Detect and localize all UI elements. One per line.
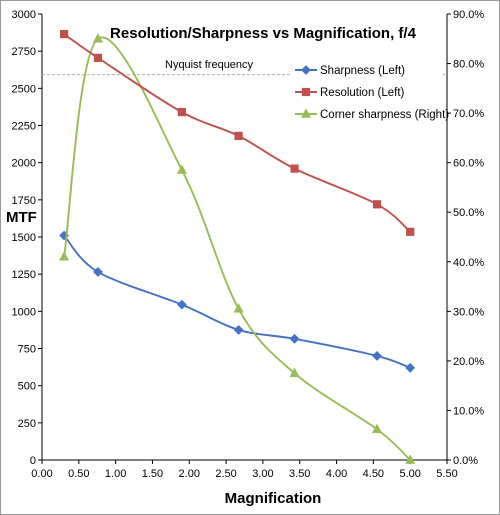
right-y-axis-ticks: 0.0% 10.0% 20.0% 30.0% 40.0% 50.0% 60.0% 70.0% 8… [447,9,484,467]
y-tick-label: 1000 [12,306,36,318]
data-point [177,108,187,117]
y2-tick-label: 90.0% [453,9,484,21]
data-point [234,131,243,141]
y-tick-label: 750 [18,344,36,356]
series-1 [59,230,416,373]
data-point [372,200,382,209]
y2-tick-label: 40.0% [453,257,484,269]
y-tick-label: 250 [18,418,36,430]
x-tick-label: 2.00 [179,468,200,480]
y-tick-label: 2000 [12,158,36,170]
x-axis-ticks: 0.00 0.50 1.00 1.50 2.00 2.50 3.00 3.50 4.00 4.50… [31,460,458,480]
data-point [92,33,104,43]
x-tick-label: 5.00 [399,468,420,480]
legend-item: Corner sharpness (Right) [295,108,449,121]
legend-label: Resolution (Left) [320,87,405,99]
y2-tick-label: 30.0% [453,306,484,318]
y-tick-label: 2750 [12,46,36,58]
x-tick-label: 5.50 [436,468,457,480]
data-point [93,267,103,277]
y2-tick-label: 20.0% [453,356,484,368]
data-point [59,29,69,39]
y-tick-label: 0 [30,455,36,467]
legend-item: Sharpness (Left) [295,65,405,77]
legend-marker [301,65,311,75]
data-point [290,164,299,173]
x-tick-label: 1.00 [105,468,126,480]
y-tick-label: 1250 [12,269,36,281]
x-tick-label: 4.50 [363,468,384,480]
y-tick-label: 2500 [12,83,36,95]
y-tick-label: 1500 [12,232,36,244]
legend-marker [301,87,311,97]
data-point [93,53,103,62]
data-point [233,325,244,335]
legend-label: Sharpness (Left) [320,65,405,77]
data-point [59,251,70,261]
data-point [405,454,416,464]
series-2 [59,29,415,236]
series-3 [59,33,416,464]
x-axis-title: Magnification [225,490,322,507]
x-tick-label: 3.50 [289,468,310,480]
legend: Sharpness (Left) Resolution (Left) Corner … [290,58,449,132]
x-tick-label: 2.50 [215,468,236,480]
y-tick-label: 500 [18,381,36,393]
y-axis-title: MTF [6,209,37,226]
nyquist-annotation: Nyquist frequency [165,59,254,71]
x-tick-label: 0.00 [31,468,52,480]
data-point [405,362,416,373]
chart-title: Resolution/Sharpness vs Magnification, f… [110,25,417,42]
data-point [372,423,383,433]
y2-tick-label: 80.0% [453,59,484,71]
y2-tick-label: 10.0% [453,405,484,417]
y2-tick-label: 70.0% [453,108,484,120]
legend-item: Resolution (Left) [295,87,405,99]
legend-label: Corner sharpness (Right) [320,109,449,121]
data-point [372,351,382,361]
legend-marker [300,108,312,118]
data-point [233,303,244,313]
data-point [289,367,300,377]
data-point [406,227,415,236]
y2-tick-label: 0.0% [453,455,478,467]
x-tick-label: 3.00 [252,468,273,480]
x-tick-label: 0.50 [68,468,89,480]
y-tick-label: 2250 [12,121,36,133]
data-point [177,299,187,310]
series-line [63,36,411,461]
y-tick-label: 1750 [12,195,36,207]
x-tick-label: 4.00 [326,468,347,480]
series-layer [59,29,416,464]
data-point [289,333,300,344]
data-point [176,164,187,174]
left-y-axis-ticks: 0 250 500 750 1000 1250 1500 1750 2000 2250 2500 27… [12,9,42,467]
y2-tick-label: 60.0% [453,158,484,170]
x-tick-label: 1.50 [142,468,163,480]
y2-tick-label: 50.0% [453,207,484,219]
y-tick-label: 3000 [12,9,36,21]
